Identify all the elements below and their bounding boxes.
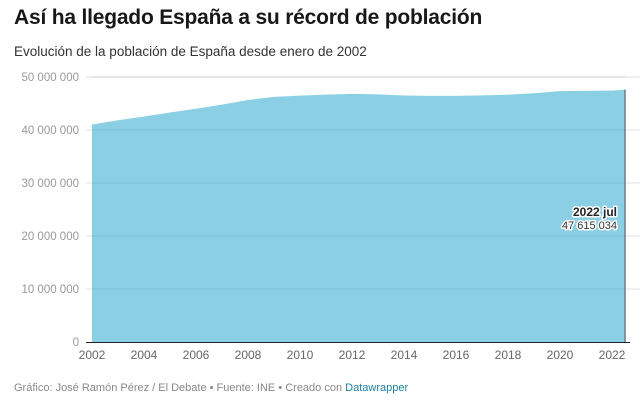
- x-tick-label: 2004: [131, 348, 158, 362]
- datawrapper-link[interactable]: Datawrapper: [345, 382, 409, 394]
- y-tick-label: 40 000 000: [21, 125, 79, 137]
- x-tick-label: 2022: [599, 348, 626, 362]
- chart-subtitle: Evolución de la población de España desd…: [14, 44, 367, 59]
- x-tick-label: 2012: [339, 348, 366, 362]
- x-tick-label: 2006: [183, 348, 210, 362]
- y-tick-label: 20 000 000: [21, 231, 79, 243]
- population-area: [92, 89, 625, 342]
- x-tick-label: 2014: [391, 348, 418, 362]
- x-tick-label: 2016: [443, 348, 470, 362]
- annotation-label: 2022 jul: [573, 205, 617, 219]
- credit-text: Gráfico: José Ramón Pérez / El Debate • …: [14, 382, 346, 394]
- y-tick-label: 30 000 000: [21, 178, 79, 190]
- x-tick-label: 2008: [235, 348, 262, 362]
- y-tick-label: 50 000 000: [21, 72, 79, 84]
- y-tick-label: 0: [73, 337, 79, 349]
- x-tick-label: 2020: [547, 348, 574, 362]
- chart-title: Así ha llegado España a su récord de pob…: [14, 6, 483, 29]
- axes: 0 10 000 000 20 000 000 30 000 000 40 000 00…: [21, 72, 630, 362]
- x-tick-label: 2002: [79, 348, 106, 362]
- x-tick-label: 2010: [287, 348, 314, 362]
- y-tick-label: 10 000 000: [21, 284, 79, 296]
- area-layer: [92, 89, 625, 342]
- grid-overlay: [92, 76, 625, 290]
- footer-credit: Gráfico: José Ramón Pérez / El Debate • …: [14, 382, 408, 394]
- annotation-value: 47 615 034: [562, 220, 617, 232]
- x-tick-label: 2018: [495, 348, 522, 362]
